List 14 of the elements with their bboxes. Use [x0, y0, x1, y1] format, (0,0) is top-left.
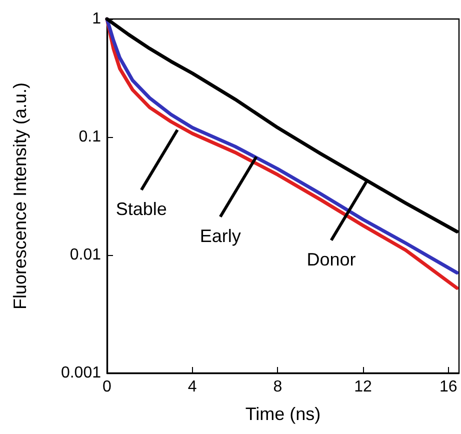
annotation: Stable: [116, 198, 167, 219]
x-tick-label: 8: [273, 378, 282, 396]
x-tick-label: 12: [354, 378, 372, 396]
annotation: Early: [200, 226, 241, 246]
annotation: Donor: [306, 249, 356, 270]
y-axis-title: Fluorescence Intensity (a.u.): [10, 82, 30, 310]
y-tick-label: 0.001: [60, 364, 102, 382]
x-axis-title: Time (ns): [245, 404, 321, 424]
y-tick-label: 1: [92, 10, 102, 28]
x-tick-label: 0: [102, 378, 112, 396]
x-tick-label: 16: [439, 378, 458, 396]
y-tick-label: 0.1: [78, 128, 102, 146]
x-tick-label: 4: [188, 378, 197, 396]
y-tick-label: 0.01: [70, 246, 102, 264]
